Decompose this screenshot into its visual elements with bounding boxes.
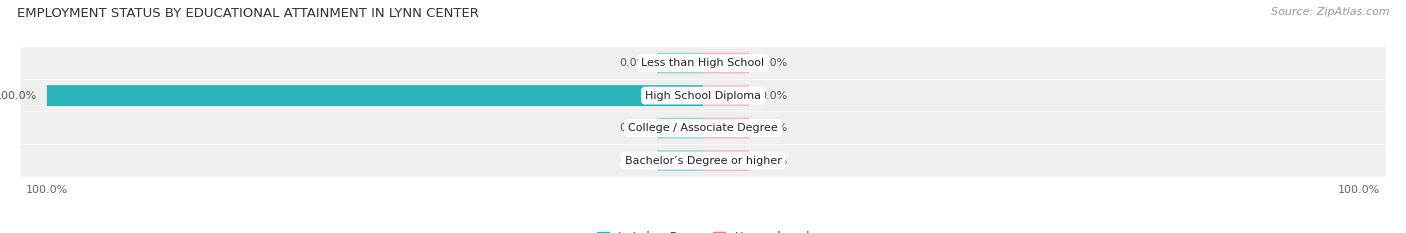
Text: 100.0%: 100.0%: [0, 91, 37, 101]
FancyBboxPatch shape: [657, 118, 703, 138]
FancyBboxPatch shape: [21, 145, 1385, 177]
Text: 0.0%: 0.0%: [619, 123, 647, 133]
Text: Less than High School: Less than High School: [641, 58, 765, 68]
FancyBboxPatch shape: [21, 112, 1385, 144]
FancyBboxPatch shape: [46, 85, 703, 106]
Text: 0.0%: 0.0%: [759, 123, 787, 133]
Text: 0.0%: 0.0%: [759, 91, 787, 101]
Text: College / Associate Degree: College / Associate Degree: [628, 123, 778, 133]
FancyBboxPatch shape: [703, 53, 749, 73]
Text: Source: ZipAtlas.com: Source: ZipAtlas.com: [1271, 7, 1389, 17]
FancyBboxPatch shape: [21, 47, 1385, 79]
FancyBboxPatch shape: [657, 150, 703, 171]
Legend: In Labor Force, Unemployed: In Labor Force, Unemployed: [592, 226, 814, 233]
FancyBboxPatch shape: [703, 150, 749, 171]
FancyBboxPatch shape: [703, 85, 749, 106]
Text: High School Diploma: High School Diploma: [645, 91, 761, 101]
Text: 0.0%: 0.0%: [619, 156, 647, 166]
Text: 0.0%: 0.0%: [759, 58, 787, 68]
FancyBboxPatch shape: [657, 53, 703, 73]
Text: EMPLOYMENT STATUS BY EDUCATIONAL ATTAINMENT IN LYNN CENTER: EMPLOYMENT STATUS BY EDUCATIONAL ATTAINM…: [17, 7, 479, 20]
Text: 0.0%: 0.0%: [619, 58, 647, 68]
FancyBboxPatch shape: [703, 118, 749, 138]
FancyBboxPatch shape: [21, 80, 1385, 112]
Text: 0.0%: 0.0%: [759, 156, 787, 166]
Text: Bachelor’s Degree or higher: Bachelor’s Degree or higher: [624, 156, 782, 166]
